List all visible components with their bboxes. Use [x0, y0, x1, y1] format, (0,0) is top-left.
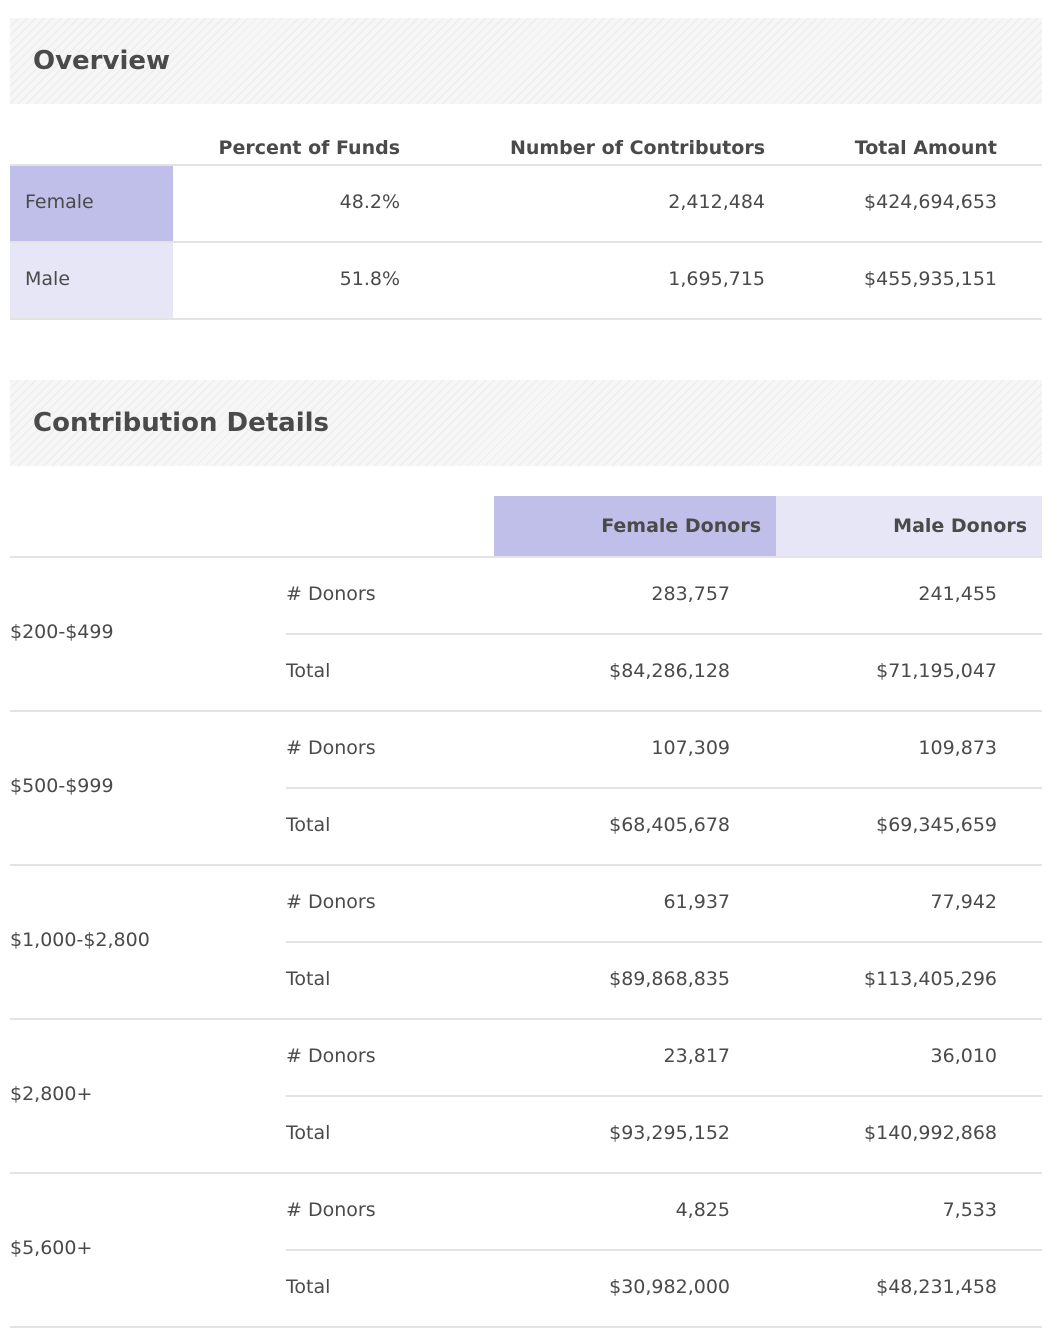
col-female-donors: Female Donors	[601, 515, 761, 537]
divider	[286, 1095, 1042, 1097]
total-value: $424,694,653	[864, 191, 997, 213]
overview-header: Overview	[10, 18, 1042, 104]
male-value: 241,455	[918, 583, 997, 605]
row-label: Total	[286, 660, 331, 682]
col-percent-of-funds: Percent of Funds	[218, 137, 400, 159]
col-total-amount: Total Amount	[854, 137, 997, 159]
female-value: 283,757	[651, 583, 730, 605]
total-value: $455,935,151	[864, 268, 997, 290]
female-donors-column-header: Female Donors	[494, 496, 776, 556]
row-label: Female	[25, 191, 94, 213]
percent-value: 51.8%	[339, 268, 400, 290]
details-header: Contribution Details	[10, 380, 1042, 466]
range-label: $200-$499	[10, 621, 114, 643]
male-value: 7,533	[942, 1199, 997, 1221]
row-label: Total	[286, 1122, 331, 1144]
female-value: $68,405,678	[609, 814, 730, 836]
divider	[10, 241, 1042, 243]
range-label: $5,600+	[10, 1237, 93, 1259]
female-value: 23,817	[663, 1045, 730, 1067]
female-value: $89,868,835	[609, 968, 730, 990]
divider	[286, 633, 1042, 635]
female-value: 107,309	[651, 737, 730, 759]
female-value: $93,295,152	[609, 1122, 730, 1144]
range-label: $1,000-$2,800	[10, 929, 150, 951]
divider	[10, 556, 1042, 558]
male-value: $113,405,296	[864, 968, 997, 990]
divider	[10, 318, 1042, 320]
row-label: Total	[286, 968, 331, 990]
male-donors-column-header: Male Donors	[776, 496, 1042, 556]
divider	[286, 787, 1042, 789]
col-male-donors: Male Donors	[893, 515, 1027, 537]
male-value: 36,010	[930, 1045, 997, 1067]
row-label: Male	[25, 268, 71, 290]
male-value: $71,195,047	[876, 660, 997, 682]
female-value: 4,825	[675, 1199, 730, 1221]
details-title: Contribution Details	[33, 408, 329, 438]
contributors-value: 1,695,715	[668, 268, 765, 290]
row-label: # Donors	[286, 1199, 376, 1221]
row-label: Total	[286, 1276, 331, 1298]
divider	[10, 710, 1042, 712]
male-swatch	[10, 243, 173, 318]
male-value: $69,345,659	[876, 814, 997, 836]
divider	[10, 864, 1042, 866]
female-swatch	[10, 166, 173, 241]
range-label: $2,800+	[10, 1083, 93, 1105]
divider	[10, 1326, 1042, 1328]
percent-value: 48.2%	[339, 191, 400, 213]
male-value: 109,873	[918, 737, 997, 759]
divider	[286, 1249, 1042, 1251]
divider	[10, 1018, 1042, 1020]
row-label: # Donors	[286, 737, 376, 759]
row-label: Total	[286, 814, 331, 836]
female-value: 61,937	[663, 891, 730, 913]
row-label: # Donors	[286, 891, 376, 913]
contributors-value: 2,412,484	[668, 191, 765, 213]
row-label: # Donors	[286, 583, 376, 605]
range-label: $500-$999	[10, 775, 114, 797]
divider	[10, 164, 1042, 166]
female-value: $84,286,128	[609, 660, 730, 682]
male-value: $48,231,458	[876, 1276, 997, 1298]
female-value: $30,982,000	[609, 1276, 730, 1298]
male-value: $140,992,868	[864, 1122, 997, 1144]
col-number-of-contributors: Number of Contributors	[509, 137, 765, 159]
male-value: 77,942	[930, 891, 997, 913]
row-label: # Donors	[286, 1045, 376, 1067]
divider	[10, 1172, 1042, 1174]
overview-title: Overview	[33, 46, 171, 76]
divider	[286, 941, 1042, 943]
